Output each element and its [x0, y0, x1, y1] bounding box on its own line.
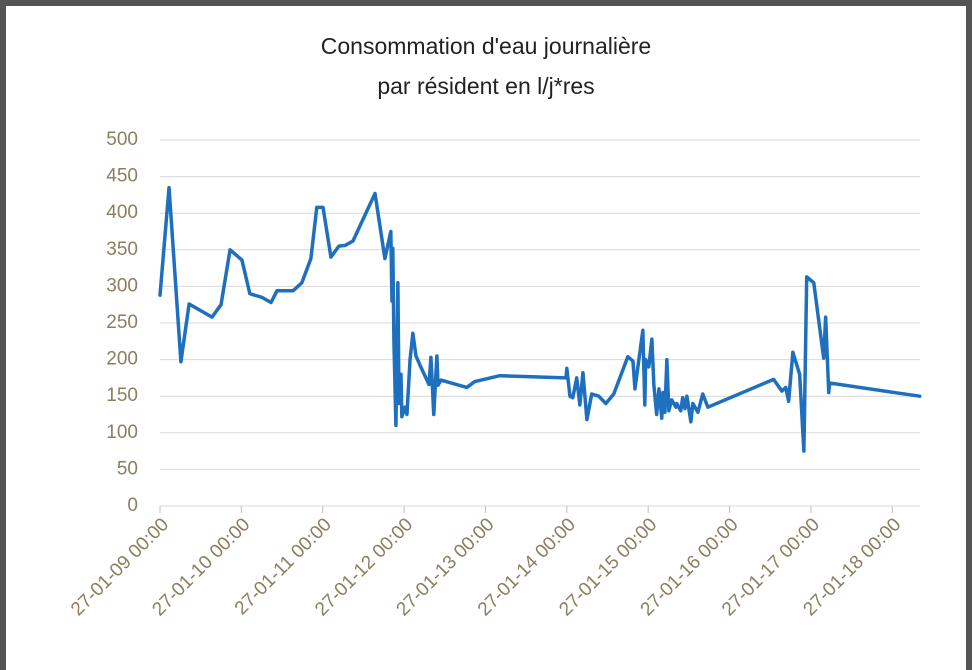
y-tick-label: 400	[106, 202, 138, 223]
y-tick-label: 0	[127, 495, 138, 516]
chart-title: par résident en l/j*res	[377, 73, 594, 99]
y-tick-label: 250	[106, 312, 138, 333]
y-tick-label: 500	[106, 129, 138, 150]
y-tick-label: 50	[117, 458, 138, 479]
y-tick-label: 450	[106, 166, 138, 187]
chart-title: Consommation d'eau journalière	[321, 33, 651, 59]
y-tick-label: 100	[106, 422, 138, 443]
y-tick-label: 150	[106, 385, 138, 406]
data-line	[158, 185, 922, 453]
y-tick-label: 200	[106, 349, 138, 370]
y-tick-label: 350	[106, 239, 138, 260]
y-tick-label: 300	[106, 275, 138, 296]
